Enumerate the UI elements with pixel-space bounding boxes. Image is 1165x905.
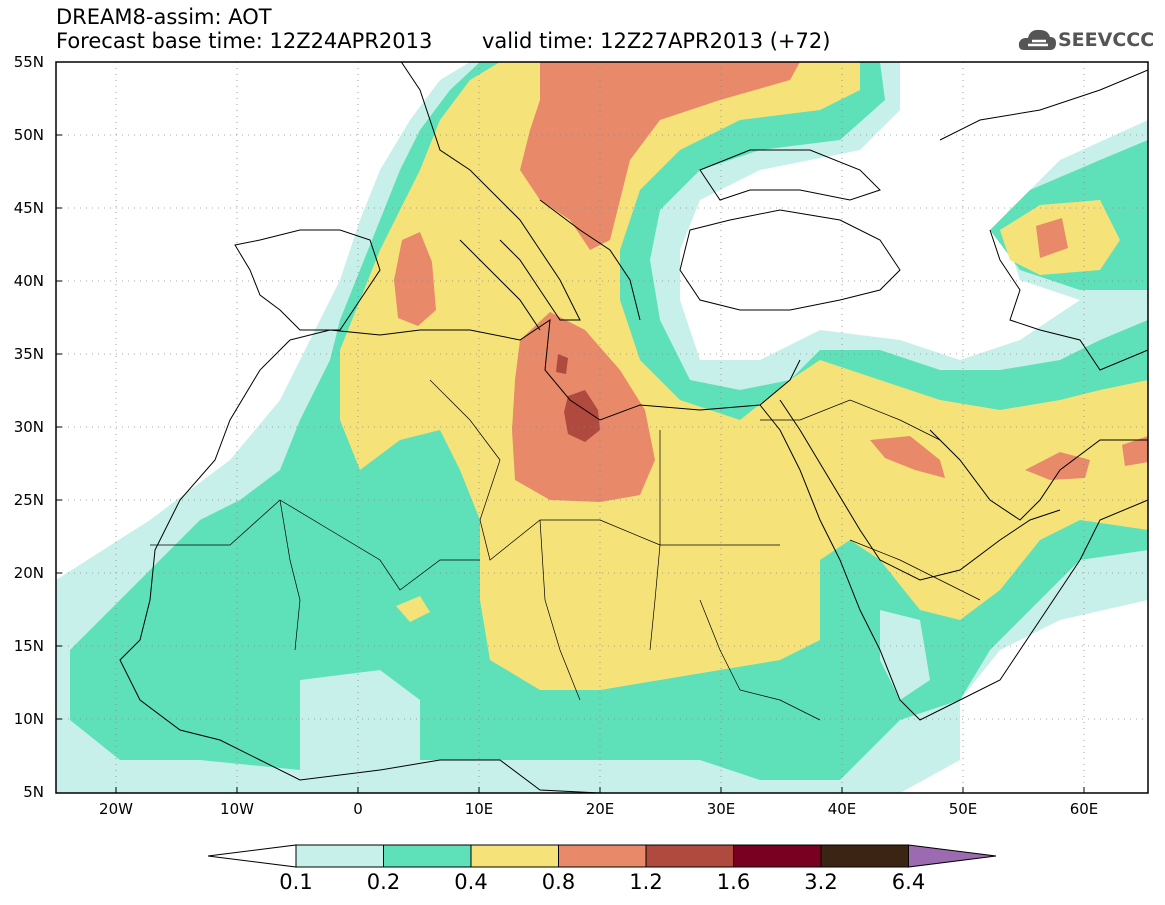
aot-band-0.1-inner <box>300 670 420 780</box>
colorbar-label-2: 0.4 <box>454 870 488 894</box>
colorbar-label-6: 3.2 <box>804 870 838 894</box>
aot-contours <box>56 62 1148 793</box>
forecast-base-time: Forecast base time: 12Z24APR2013 <box>56 29 433 53</box>
tick-marks <box>56 61 1085 794</box>
valid-time: valid time: 12Z27APR2013 (+72) <box>482 29 831 53</box>
colorbar-label-7: 6.4 <box>891 870 926 894</box>
aot-band-0.4-spot <box>396 596 430 622</box>
map-title: DREAM8-assim: AOT <box>56 5 272 29</box>
lat-label-15n: 15N <box>13 637 44 655</box>
colorbar-label-5: 1.6 <box>716 870 751 894</box>
lon-label-40e: 40E <box>827 800 857 818</box>
colorbar-label-4: 1.2 <box>629 870 663 894</box>
colorbar-swatch-3 <box>558 844 647 868</box>
logo-text: SEEVCCC <box>1058 29 1155 51</box>
colorbar-label-0: 0.1 <box>279 870 313 894</box>
lat-label-5n: 5N <box>23 783 44 801</box>
colorbar <box>207 844 997 868</box>
lon-label-10w: 10W <box>220 800 254 818</box>
colorbar-swatch-2 <box>470 844 559 868</box>
aot-band-0.8-europe <box>520 62 800 250</box>
lat-label-45n: 45N <box>13 199 44 217</box>
lon-label-60e: 60E <box>1069 800 1099 818</box>
colorbar-swatch-6 <box>820 844 909 868</box>
lat-label-10n: 10N <box>13 710 44 728</box>
aot-band-0.8-gulf <box>1025 452 1090 480</box>
lat-label-50n: 50N <box>13 126 44 144</box>
lat-label-55n: 55N <box>13 53 44 71</box>
aot-band-0.8-iran <box>1036 218 1068 258</box>
colorbar-swatch-1 <box>383 844 472 868</box>
colorbar-high-arrow <box>908 844 997 868</box>
lon-label-10e: 10E <box>464 800 494 818</box>
aot-band-1.2-a <box>556 354 568 374</box>
lon-label-20e: 20E <box>585 800 615 818</box>
colorbar-label-1: 0.2 <box>366 870 401 894</box>
borders <box>150 379 981 721</box>
colorbar-swatch-0 <box>295 844 384 868</box>
graticule <box>56 62 1148 793</box>
lon-label-20w: 20W <box>99 800 133 818</box>
colorbar-swatch-5 <box>733 844 822 868</box>
lat-label-20n: 20N <box>13 564 44 582</box>
lon-label-50e: 50E <box>948 800 978 818</box>
colorbar-label-3: 0.8 <box>541 870 576 894</box>
lat-label-35n: 35N <box>13 345 44 363</box>
lat-label-25n: 25N <box>13 491 44 509</box>
aot-band-1.2-b <box>564 390 600 442</box>
aot-band-0.1-inner2 <box>880 610 930 700</box>
aot-band-0.4 <box>340 62 1148 690</box>
lat-label-40n: 40N <box>13 272 44 290</box>
colorbar-low-arrow <box>207 844 297 868</box>
aot-band-0.8-iberia <box>394 232 436 326</box>
lat-label-30n: 30N <box>13 418 44 436</box>
aot-band-0.8-east <box>1122 436 1148 466</box>
lon-label-30e: 30E <box>706 800 736 818</box>
cloud-logo-icon <box>1018 29 1056 50</box>
coastlines <box>119 62 1148 793</box>
aot-band-0.8-arabia <box>870 436 945 478</box>
lon-label-0: 0 <box>353 800 363 818</box>
colorbar-swatch-4 <box>645 844 734 868</box>
